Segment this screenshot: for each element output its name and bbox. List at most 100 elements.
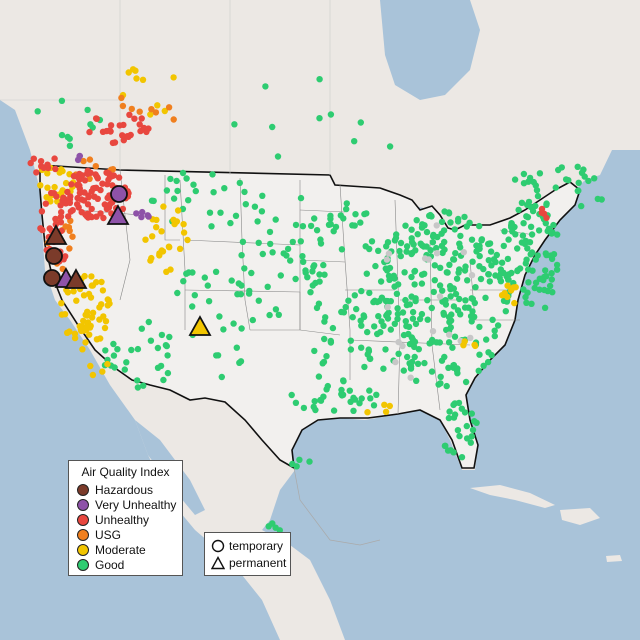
good-station [346, 387, 353, 394]
good-station [366, 289, 373, 297]
good-station [375, 313, 382, 320]
good-station [441, 208, 448, 215]
good-station [340, 215, 347, 222]
good-station [491, 332, 498, 340]
good-station [235, 280, 242, 287]
good-station [84, 106, 91, 114]
good-station [591, 175, 598, 182]
good-station [179, 205, 187, 213]
good-station [191, 292, 198, 299]
good-station [433, 244, 440, 252]
good-station [192, 187, 199, 195]
good-station [488, 262, 495, 269]
good-station [403, 322, 410, 330]
good-station [343, 200, 350, 207]
good-station [330, 407, 338, 414]
good-station [468, 318, 475, 325]
usg-station [136, 108, 143, 115]
good-station [532, 182, 539, 189]
good-station [384, 311, 391, 318]
good-station [402, 222, 409, 229]
moderate-station [44, 184, 51, 191]
good-station [272, 524, 279, 531]
good-station [264, 283, 271, 290]
moderate-station [163, 268, 170, 275]
good-station [179, 169, 187, 177]
good-station [374, 330, 381, 338]
good-station [266, 311, 273, 319]
good-station [482, 294, 489, 301]
moderate-station [101, 324, 109, 332]
good-station [274, 153, 282, 160]
good-station [174, 187, 181, 195]
good-station [408, 273, 415, 281]
canada-provinces [0, 0, 331, 175]
good-station [174, 289, 181, 297]
good-station [160, 376, 167, 384]
good-station [345, 297, 352, 304]
good-station [376, 297, 383, 305]
unhealthy-station [52, 215, 59, 223]
good-station [440, 309, 447, 317]
good-station [366, 355, 373, 362]
moderate-station [129, 66, 137, 73]
good-station [472, 284, 479, 291]
good-station [403, 301, 411, 309]
good-station [300, 404, 308, 412]
good-station [325, 221, 333, 228]
legend-item-hazardous: Hazardous [77, 483, 153, 497]
good-station [548, 270, 555, 277]
unhealthy-station [92, 115, 100, 122]
unhealthy-station [105, 176, 112, 184]
good-station [277, 272, 284, 279]
good-station [205, 298, 213, 305]
good-station [208, 223, 215, 230]
missing-station [433, 222, 440, 229]
unhealthy-station [48, 189, 55, 197]
unhealthy-swatch-icon [77, 514, 89, 526]
good-station [254, 218, 261, 225]
good-station [450, 449, 457, 456]
good-station [242, 201, 249, 208]
good-station [488, 351, 495, 359]
good-station [185, 269, 192, 276]
good-station [255, 239, 262, 246]
good-station [558, 164, 565, 171]
legend-label: Good [95, 558, 125, 572]
good-station [299, 253, 306, 260]
moderate-station [79, 346, 86, 353]
good-station [445, 364, 452, 371]
moderate-station [98, 278, 105, 286]
usg-swatch-icon [77, 529, 89, 541]
good-station [498, 259, 506, 266]
unhealthy-station [74, 201, 81, 208]
good-station [455, 269, 462, 276]
good-station [490, 256, 498, 263]
moderate-station [71, 330, 79, 337]
good-station [524, 214, 532, 221]
good-station [442, 442, 449, 449]
good-station [249, 316, 256, 324]
good-station [522, 293, 529, 301]
moderate-station [147, 257, 154, 264]
good-station [391, 320, 398, 327]
usg-station [128, 105, 135, 113]
good-station [400, 367, 407, 374]
good-station [239, 238, 247, 245]
unhealthy-station [38, 208, 46, 215]
good-station [330, 228, 337, 235]
good-station [312, 279, 319, 287]
good-station [508, 222, 515, 229]
good-station [213, 352, 220, 359]
good-station [411, 343, 418, 351]
good-station [217, 209, 224, 216]
unhealthy-station [115, 174, 123, 181]
good-station [480, 265, 487, 273]
good-station [471, 418, 478, 425]
monitor-type-legend: temporary permanent [204, 532, 291, 576]
good-station [489, 316, 496, 323]
moderate-station [87, 294, 95, 301]
unhealthy-station [84, 201, 92, 208]
permanent-hazardous-marker [44, 224, 68, 245]
unhealthy-station [52, 221, 59, 228]
